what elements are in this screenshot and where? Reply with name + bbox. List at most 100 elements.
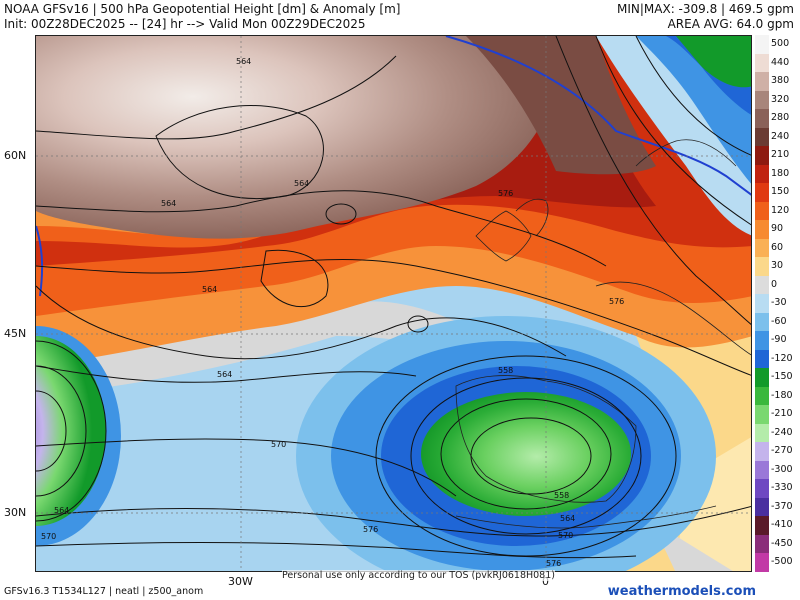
colorbar-swatch — [755, 164, 769, 184]
lon-label-0: 0 — [542, 575, 549, 588]
contour-label: 564 — [294, 179, 309, 188]
colorbar-entry: -370 — [755, 497, 800, 517]
colorbar-label: 60 — [771, 241, 784, 253]
colorbar-label: 180 — [771, 167, 790, 179]
colorbar-label: 440 — [771, 56, 790, 68]
lat-label-45n: 45N — [4, 327, 27, 340]
colorbar-label: -210 — [771, 408, 793, 420]
colorbar-label: -500 — [771, 556, 793, 568]
contour-label: 564 — [236, 57, 251, 66]
colorbar-entry: -300 — [755, 460, 800, 480]
colorbar-swatch — [755, 368, 769, 387]
colorbar-label: -30 — [771, 297, 787, 309]
colorbar-swatch — [755, 109, 769, 128]
colorbar-label: 120 — [771, 204, 790, 216]
contour-label: 576 — [498, 189, 513, 198]
colorbar-entry: -90 — [755, 331, 800, 350]
contour-label: 576 — [609, 297, 624, 306]
colorbar-swatch — [755, 220, 769, 239]
colorbar-label: -150 — [771, 371, 793, 383]
area-average-readout: AREA AVG: 64.0 gpm — [667, 17, 794, 31]
colorbar-entry: 380 — [755, 72, 800, 91]
colorbar-label: -90 — [771, 334, 787, 346]
colorbar-swatch — [755, 534, 769, 554]
colorbar-label: -60 — [771, 315, 787, 327]
colorbar-label: 30 — [771, 260, 784, 272]
contour-label: 564 — [54, 506, 69, 515]
colorbar-swatch — [755, 460, 769, 480]
colorbar-label: -370 — [771, 500, 793, 512]
contour-label: 564 — [202, 285, 217, 294]
colorbar-label: 0 — [771, 278, 778, 290]
contour-label: 564 — [161, 199, 176, 208]
colorbar-label: 210 — [771, 149, 790, 161]
colorbar-entry: 90 — [755, 220, 800, 239]
colorbar-entry: -210 — [755, 405, 800, 424]
colorbar-entry: 0 — [755, 275, 800, 295]
colorbar-label: 500 — [771, 38, 790, 49]
colorbar-entry: 150 — [755, 183, 800, 202]
disclaimer-text: Personal use only according to our TOS (… — [282, 570, 555, 581]
colorbar-swatch — [755, 294, 769, 313]
model-info-footer: GFSv16.3 T1534L127 | neatl | z500_anom — [4, 586, 204, 597]
colorbar-entry: -270 — [755, 442, 800, 461]
colorbar-entry: -450 — [755, 534, 800, 554]
colorbar-entry: 280 — [755, 109, 800, 128]
colorbar-swatch — [755, 516, 769, 535]
lat-label-60n: 60N — [4, 149, 27, 162]
colorbar-label: 280 — [771, 112, 790, 124]
colorbar-label: -450 — [771, 537, 793, 549]
contour-label: 570 — [271, 440, 286, 449]
colorbar-label: 90 — [771, 223, 784, 235]
colorbar-label: -120 — [771, 352, 793, 364]
colorbar-swatch — [755, 53, 769, 73]
colorbar-label: -410 — [771, 519, 793, 531]
colorbar-entry: 30 — [755, 257, 800, 276]
colorbar-entry: -120 — [755, 349, 800, 369]
colorbar-swatch — [755, 386, 769, 406]
website-link[interactable]: weathermodels.com — [607, 584, 756, 599]
map-title: NOAA GFSv16 | 500 hPa Geopotential Heigh… — [4, 2, 401, 16]
colorbar-swatch — [755, 257, 769, 276]
colorbar-entry: 240 — [755, 127, 800, 147]
colorbar-swatch — [755, 35, 769, 54]
greenland-ridge — [36, 36, 558, 239]
colorbar-entry: -60 — [755, 312, 800, 332]
colorbar-swatch — [755, 90, 769, 110]
colorbar-entry: -500 — [755, 553, 800, 572]
colorbar-swatch — [755, 553, 769, 572]
contour-label: 570 — [558, 531, 573, 540]
colorbar-swatch — [755, 146, 769, 165]
iberian-cutoff-low — [421, 392, 631, 516]
colorbar-entry: -410 — [755, 516, 800, 535]
colorbar-entry: -180 — [755, 386, 800, 406]
colorbar-entry: -150 — [755, 368, 800, 387]
contour-label: 558 — [498, 366, 513, 375]
colorbar-entry: -30 — [755, 294, 800, 313]
colorbar-label: -300 — [771, 463, 793, 475]
colorbar-swatch — [755, 479, 769, 498]
colorbar-swatch — [755, 331, 769, 350]
colorbar-entry: -330 — [755, 479, 800, 498]
colorbar-swatch — [755, 442, 769, 461]
min-max-readout: MIN|MAX: -309.8 | 469.5 gpm — [617, 2, 794, 16]
lat-label-30n: 30N — [4, 506, 27, 519]
colorbar-label: 320 — [771, 93, 790, 105]
contour-label: 576 — [546, 559, 561, 568]
colorbar-swatch — [755, 201, 769, 221]
colorbar-label: 150 — [771, 186, 790, 198]
colorbar-swatch — [755, 238, 769, 258]
colorbar-entry: -240 — [755, 423, 800, 443]
colorbar-label: 380 — [771, 75, 790, 87]
anomaly-map[interactable]: 564 564 564 564 564 564 576 576 570 570 … — [35, 35, 752, 572]
colorbar-entry: 120 — [755, 201, 800, 221]
colorbar-swatch — [755, 127, 769, 147]
colorbar-entry: 500 — [755, 35, 800, 54]
colorbar-swatch — [755, 72, 769, 91]
colorbar-swatch — [755, 405, 769, 424]
colorbar-entry: 180 — [755, 164, 800, 184]
colorbar-label: -330 — [771, 482, 793, 494]
colorbar-entry: 60 — [755, 238, 800, 258]
contour-label: 558 — [554, 491, 569, 500]
colorbar-swatch — [755, 423, 769, 443]
